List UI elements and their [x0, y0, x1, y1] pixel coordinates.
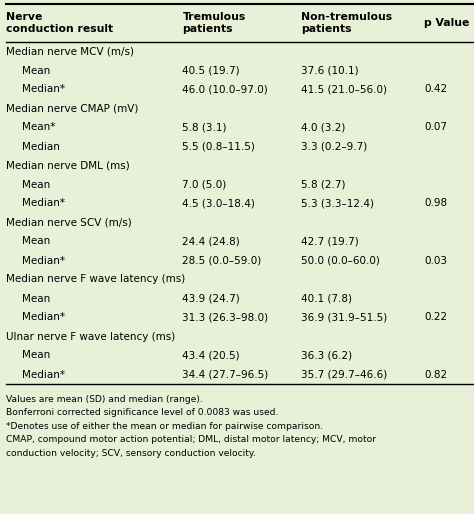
Text: 0.98: 0.98 — [424, 198, 447, 209]
Text: conduction velocity; SCV, sensory conduction velocity.: conduction velocity; SCV, sensory conduc… — [6, 449, 255, 458]
Text: Mean: Mean — [22, 179, 50, 190]
Text: 36.3 (6.2): 36.3 (6.2) — [301, 351, 352, 360]
Text: Mean: Mean — [22, 65, 50, 76]
Text: 34.4 (27.7–96.5): 34.4 (27.7–96.5) — [182, 370, 269, 379]
Text: 40.5 (19.7): 40.5 (19.7) — [182, 65, 240, 76]
Text: Median*: Median* — [22, 313, 64, 322]
Text: 28.5 (0.0–59.0): 28.5 (0.0–59.0) — [182, 255, 262, 266]
Text: 5.8 (2.7): 5.8 (2.7) — [301, 179, 346, 190]
Text: 41.5 (21.0–56.0): 41.5 (21.0–56.0) — [301, 84, 387, 95]
Text: 5.3 (3.3–12.4): 5.3 (3.3–12.4) — [301, 198, 374, 209]
Text: 0.42: 0.42 — [424, 84, 447, 95]
Text: 5.8 (3.1): 5.8 (3.1) — [182, 122, 227, 133]
Text: 37.6 (10.1): 37.6 (10.1) — [301, 65, 359, 76]
Text: Median: Median — [22, 141, 60, 152]
Text: p Value: p Value — [424, 18, 470, 28]
Text: 42.7 (19.7): 42.7 (19.7) — [301, 236, 359, 247]
Text: 31.3 (26.3–98.0): 31.3 (26.3–98.0) — [182, 313, 269, 322]
Text: Mean: Mean — [22, 351, 50, 360]
Text: 7.0 (5.0): 7.0 (5.0) — [182, 179, 227, 190]
Text: 4.5 (3.0–18.4): 4.5 (3.0–18.4) — [182, 198, 255, 209]
Text: 43.4 (20.5): 43.4 (20.5) — [182, 351, 240, 360]
Text: Ulnar nerve F wave latency (ms): Ulnar nerve F wave latency (ms) — [6, 332, 175, 341]
Text: Median nerve MCV (m/s): Median nerve MCV (m/s) — [6, 46, 134, 57]
Text: Median nerve SCV (m/s): Median nerve SCV (m/s) — [6, 217, 131, 228]
Text: Median*: Median* — [22, 198, 64, 209]
Text: Median nerve CMAP (mV): Median nerve CMAP (mV) — [6, 103, 138, 114]
Text: 0.07: 0.07 — [424, 122, 447, 133]
Text: 43.9 (24.7): 43.9 (24.7) — [182, 293, 240, 303]
Text: Nerve
conduction result: Nerve conduction result — [6, 12, 113, 34]
Text: Median nerve DML (ms): Median nerve DML (ms) — [6, 160, 129, 171]
Text: 5.5 (0.8–11.5): 5.5 (0.8–11.5) — [182, 141, 255, 152]
Text: 24.4 (24.8): 24.4 (24.8) — [182, 236, 240, 247]
Text: Median*: Median* — [22, 370, 64, 379]
Text: 35.7 (29.7–46.6): 35.7 (29.7–46.6) — [301, 370, 387, 379]
Text: Non-tremulous
patients: Non-tremulous patients — [301, 12, 392, 34]
Text: Mean: Mean — [22, 236, 50, 247]
Text: 46.0 (10.0–97.0): 46.0 (10.0–97.0) — [182, 84, 268, 95]
Text: 50.0 (0.0–60.0): 50.0 (0.0–60.0) — [301, 255, 380, 266]
Text: Median*: Median* — [22, 255, 64, 266]
Text: 40.1 (7.8): 40.1 (7.8) — [301, 293, 352, 303]
Text: Bonferroni corrected significance level of 0.0083 was used.: Bonferroni corrected significance level … — [6, 409, 278, 417]
Text: 0.03: 0.03 — [424, 255, 447, 266]
Text: CMAP, compound motor action potential; DML, distal motor latency; MCV, motor: CMAP, compound motor action potential; D… — [6, 435, 376, 445]
Text: 36.9 (31.9–51.5): 36.9 (31.9–51.5) — [301, 313, 387, 322]
Text: Median*: Median* — [22, 84, 64, 95]
Text: Median nerve F wave latency (ms): Median nerve F wave latency (ms) — [6, 274, 185, 285]
Text: *Denotes use of either the mean or median for pairwise comparison.: *Denotes use of either the mean or media… — [6, 422, 323, 431]
Text: 4.0 (3.2): 4.0 (3.2) — [301, 122, 346, 133]
Text: 3.3 (0.2–9.7): 3.3 (0.2–9.7) — [301, 141, 367, 152]
Text: 0.22: 0.22 — [424, 313, 447, 322]
Text: Tremulous
patients: Tremulous patients — [182, 12, 246, 34]
Text: Values are mean (SD) and median (range).: Values are mean (SD) and median (range). — [6, 395, 202, 404]
Text: Mean: Mean — [22, 293, 50, 303]
Text: Mean*: Mean* — [22, 122, 55, 133]
Text: 0.82: 0.82 — [424, 370, 447, 379]
